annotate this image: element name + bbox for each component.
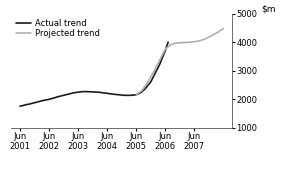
Actual trend: [149, 81, 153, 83]
Actual trend: [97, 91, 100, 93]
Projected trend: [204, 38, 208, 40]
Actual trend: [33, 102, 36, 104]
Projected trend: [134, 94, 138, 96]
Projected trend: [152, 71, 155, 73]
Actual trend: [52, 97, 55, 99]
Actual trend: [72, 92, 76, 94]
Actual trend: [139, 92, 142, 94]
Legend: Actual trend, Projected trend: Actual trend, Projected trend: [16, 18, 101, 39]
Actual trend: [29, 103, 32, 105]
Actual trend: [106, 92, 109, 94]
Actual trend: [68, 93, 71, 95]
Actual trend: [42, 99, 45, 101]
Actual trend: [18, 105, 22, 107]
Projected trend: [146, 81, 149, 83]
Actual trend: [143, 88, 147, 90]
Actual trend: [21, 105, 25, 107]
Projected trend: [187, 41, 190, 43]
Actual trend: [76, 91, 80, 93]
Projected trend: [222, 28, 225, 30]
Projected trend: [175, 42, 179, 44]
Projected trend: [164, 48, 167, 50]
Actual trend: [81, 91, 84, 93]
Projected trend: [198, 40, 202, 42]
Actual trend: [91, 91, 94, 93]
Actual trend: [123, 94, 126, 96]
Actual trend: [37, 101, 41, 103]
Projected trend: [169, 43, 173, 45]
Line: Actual trend: Actual trend: [20, 42, 168, 106]
Actual trend: [56, 96, 59, 98]
Projected trend: [210, 35, 213, 37]
Actual trend: [117, 94, 121, 96]
Actual trend: [85, 91, 89, 93]
Line: Projected trend: Projected trend: [136, 29, 223, 95]
Actual trend: [62, 94, 65, 96]
Actual trend: [158, 64, 161, 66]
Actual trend: [166, 41, 170, 43]
Actual trend: [24, 104, 27, 106]
Projected trend: [181, 42, 185, 44]
Actual trend: [47, 98, 51, 100]
Actual trend: [134, 94, 138, 96]
Actual trend: [111, 93, 115, 95]
Actual trend: [153, 72, 157, 74]
Projected trend: [140, 89, 144, 91]
Actual trend: [101, 92, 104, 94]
Projected trend: [158, 59, 161, 62]
Projected trend: [216, 31, 219, 33]
Projected trend: [193, 41, 196, 43]
Y-axis label: $m: $m: [261, 5, 276, 14]
Actual trend: [164, 50, 167, 52]
Actual trend: [129, 94, 132, 96]
